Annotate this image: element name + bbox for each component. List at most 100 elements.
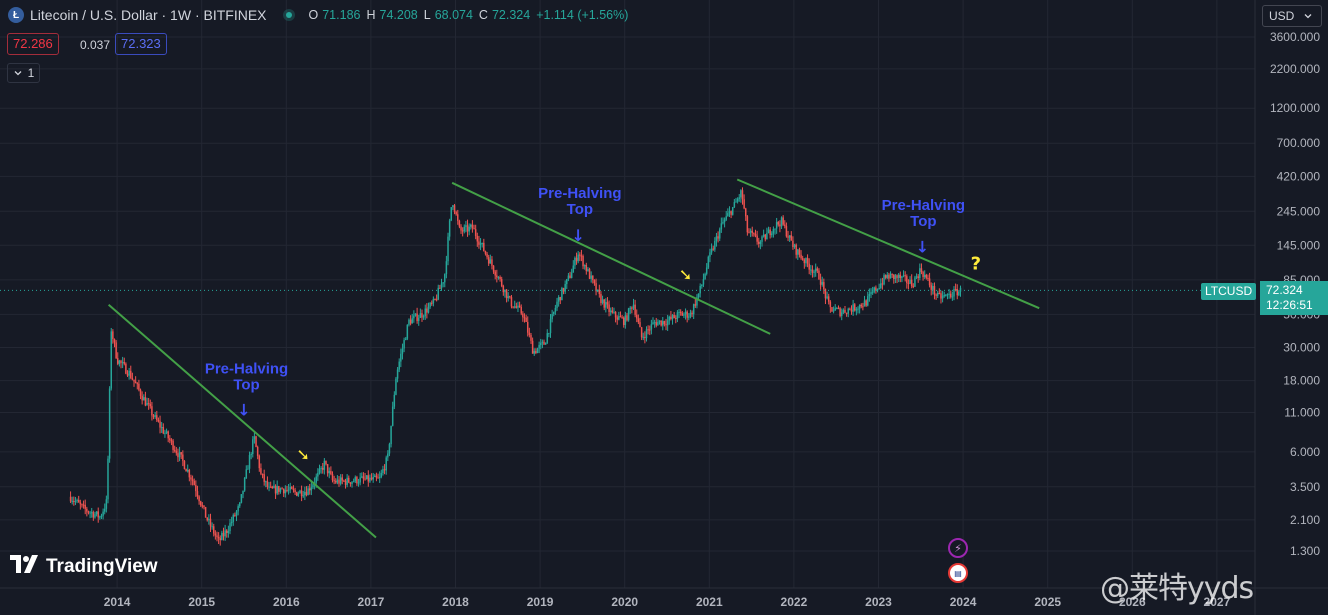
candle-body [302,495,304,497]
candle-body [216,535,218,538]
candle-body [239,502,241,507]
candle-body [269,486,272,488]
candle-body [188,470,191,478]
candle-body [430,302,433,304]
candle-body [762,234,765,237]
candle-body [474,229,477,236]
us-flag-event-icon[interactable]: ▤ [948,563,968,583]
candle-body [637,318,640,323]
candle-body [525,317,527,322]
candle-body [840,312,843,316]
candle-body [540,342,542,345]
market-status-icon[interactable] [282,9,295,21]
candle-body [523,317,526,319]
currency-select[interactable]: USD [1262,5,1322,27]
candle-body [870,292,872,295]
ohlc-close-key: C [478,8,488,22]
candle-body [754,233,757,236]
indicators-toggle-button[interactable]: 1 [7,63,40,83]
candle-body [608,304,610,312]
candle-body [751,230,754,234]
candle-body [662,321,664,326]
candle-body [782,217,784,225]
candle-body [832,310,835,312]
candle-body [605,302,607,308]
candle-body [653,322,656,324]
candle-body [609,310,612,312]
candle-body [645,329,648,339]
candle-body [180,452,182,455]
candle-body [385,457,387,471]
candle-body [144,397,147,406]
candle-body [715,236,718,241]
candle-body [242,490,244,495]
candle-body [774,228,776,230]
buy-price-button[interactable]: 72.323 [115,33,167,55]
candle-body [808,263,810,270]
candle-body [845,312,848,314]
candle-body [393,394,396,407]
candle-body [87,511,90,513]
candle-body [413,315,415,319]
candle-body [159,421,161,428]
candle-body [883,275,885,285]
candle-body [946,294,949,296]
candle-body [208,518,210,521]
last-price-value: 72.324 [1266,283,1303,297]
candle-body [378,477,381,479]
candle-body [629,307,631,309]
candle-body [884,275,887,278]
candle-body [424,308,426,317]
candle-body [408,319,410,325]
candle-body [217,537,220,539]
candle-body [888,274,890,279]
candle-body [842,309,845,313]
candle-body [338,479,340,484]
candle-body [533,351,535,354]
candle-body [94,514,96,518]
candle-body [579,254,581,256]
candle-body [518,305,521,308]
candle-body [416,313,418,321]
candle-body [684,311,687,315]
candle-body [595,283,597,292]
candle-body [211,526,213,528]
candle-body [836,308,838,310]
candle-body [486,253,488,258]
candle-body [492,265,495,272]
candle-body [813,271,815,273]
candle-body [362,476,365,479]
candle-body [154,415,156,417]
candle-body [190,477,192,480]
candle-body [219,538,221,541]
chevron-down-icon [14,71,22,76]
annotation-label: Top [910,213,936,230]
candle-body [356,477,358,484]
candle-body [925,274,928,278]
candle-body [82,504,85,506]
candle-body [234,514,236,516]
candle-body [928,278,931,286]
lightning-event-icon[interactable]: ⚡ [948,538,968,558]
candle-body [596,289,599,292]
tradingview-logo[interactable]: TradingView [10,555,158,579]
candle-body [164,433,166,435]
annotation-label: Top [567,201,593,218]
candle-body [613,311,615,313]
time-axis-tick-label: 2016 [273,595,300,609]
candle-body [767,229,770,234]
sell-price-button[interactable]: 72.286 [7,33,59,55]
candle-body [348,477,350,483]
candle-body [772,229,775,234]
candle-body [147,403,150,405]
time-axis-tick-label: 2026 [1119,595,1146,609]
candle-body [583,265,586,267]
symbol-title[interactable]: Litecoin / U.S. Dollar · 1W · BITFINEX [30,7,267,23]
candle-body [494,271,496,276]
candle-body [709,252,711,257]
candle-body [282,488,285,494]
candle-body [707,256,710,268]
annotation-label: Top [233,377,259,394]
